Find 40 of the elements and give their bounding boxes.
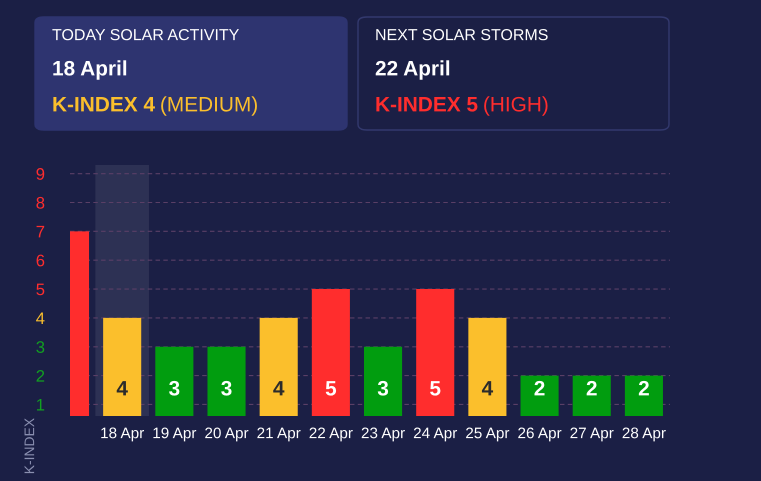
- text: 18 April: [53, 60, 126, 80]
- y-tick-label: 5: [36, 284, 44, 296]
- data-label: 5: [326, 381, 336, 396]
- y-tick-label: 4: [36, 312, 45, 324]
- y-tick-label: 9: [36, 168, 44, 180]
- text: 22 April: [376, 60, 450, 80]
- text: TODAY SOLAR ACTIVITY: [52, 28, 239, 40]
- data-label: 3: [378, 380, 388, 396]
- x-tick-label: 20 Apr: [205, 428, 248, 442]
- y-tick-label: 2: [36, 370, 44, 382]
- x-tick-label: 28 Apr: [622, 428, 666, 442]
- x-tick-label: 24 Apr: [414, 428, 458, 442]
- y-tick-label: 7: [36, 226, 44, 238]
- text: K-INDEX 4: [53, 97, 155, 112]
- y-axis-title: K-INDEX: [24, 418, 34, 474]
- y-tick-label: 6: [36, 254, 44, 266]
- x-tick-label: 26 Apr: [518, 428, 562, 442]
- text: NEXT SOLAR STORMS: [376, 28, 548, 40]
- x-tick-label: 19 Apr: [153, 428, 196, 442]
- x-tick-label: 23 Apr: [362, 428, 405, 442]
- data-label: 2: [638, 380, 649, 396]
- y-tick-label: 8: [36, 196, 44, 209]
- data-label: 5: [430, 381, 440, 396]
- data-label: 4: [273, 381, 284, 396]
- data-label: 4: [482, 381, 494, 396]
- text: (MEDIUM): [161, 96, 257, 116]
- x-tick-label: 18 Apr: [101, 428, 144, 442]
- text: (HIGH): [484, 96, 548, 116]
- x-tick-label: 27 Apr: [570, 428, 614, 442]
- y-tick-label: 1: [37, 399, 44, 410]
- data-label: 2: [534, 380, 545, 396]
- y-tick-label: 3: [36, 341, 44, 353]
- data-label: 4: [116, 381, 128, 396]
- x-tick-label: 21 Apr: [257, 428, 301, 442]
- text: K-INDEX 5: [376, 97, 478, 112]
- data-label: 3: [221, 380, 232, 396]
- x-tick-label: 22 Apr: [310, 428, 353, 442]
- data-label: 3: [169, 380, 180, 396]
- x-tick-label: 25 Apr: [466, 428, 510, 442]
- data-label: 2: [586, 380, 597, 396]
